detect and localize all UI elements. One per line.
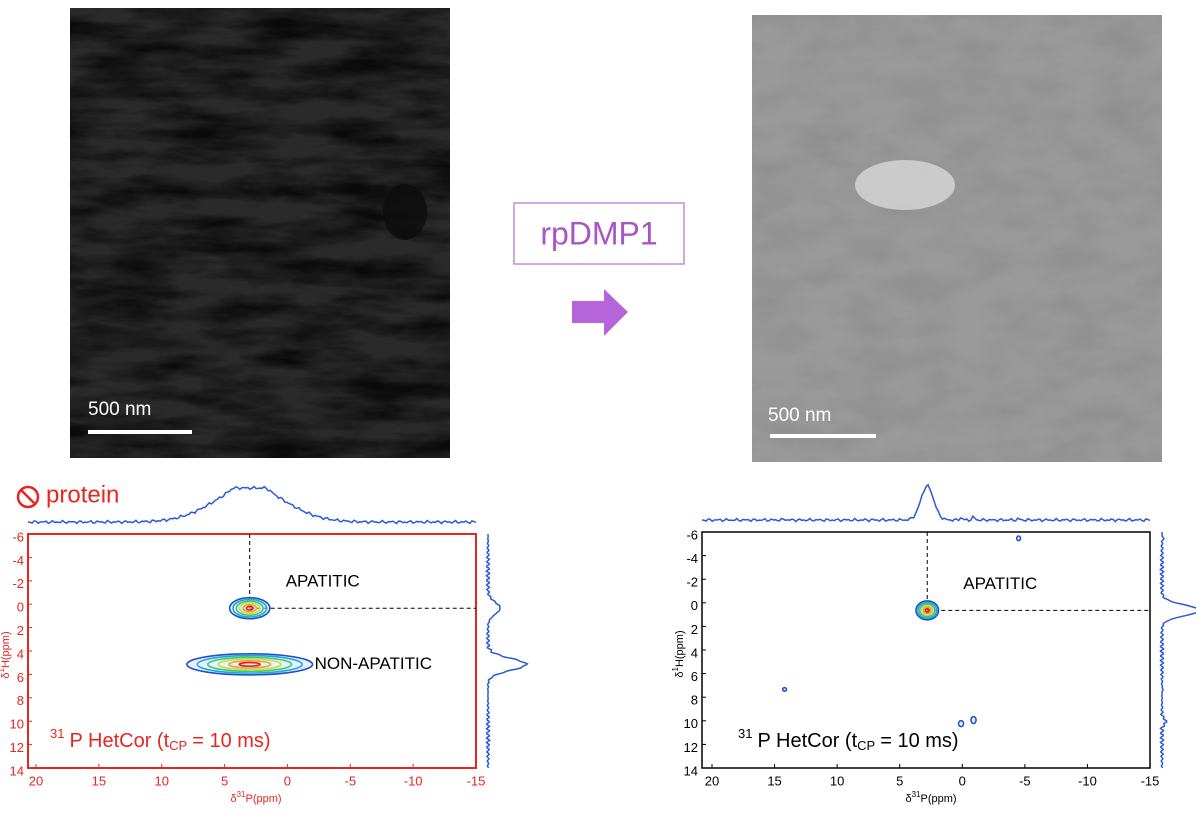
y-tick-label: -2 <box>12 576 24 591</box>
label-part: H(ppm) <box>674 630 686 667</box>
x-tick-label: 20 <box>705 773 719 788</box>
label-part: P(ppm) <box>245 793 281 805</box>
annotation-sub: CP <box>169 738 187 753</box>
y-tick-label: 6 <box>691 669 698 684</box>
peak-label: NON-APATITIC <box>315 654 432 673</box>
x-tick-label: 20 <box>29 773 43 788</box>
micrograph-right: 500 nm <box>752 15 1162 462</box>
x-tick-label: 10 <box>830 773 844 788</box>
y-tick-label: 12 <box>684 740 698 755</box>
projection-side <box>486 534 527 768</box>
projection-side <box>1160 532 1196 768</box>
annotation-end: = 10 ms) <box>192 730 270 752</box>
y-tick-label: -6 <box>12 529 24 544</box>
y-tick-label: 14 <box>684 763 698 778</box>
y-axis-label: δ1H(ppm) <box>0 631 12 678</box>
annotation-main: P HetCor (t <box>757 730 857 752</box>
y-tick-label: 10 <box>684 716 698 731</box>
y-tick-label: -4 <box>686 551 698 566</box>
figure: 500 nm 500 nm rpDMP1 protein 20151050-5-… <box>0 0 1196 813</box>
label-part: P(ppm) <box>920 793 956 805</box>
treatment-label: rpDMP1 <box>540 215 657 251</box>
arrow <box>572 289 628 336</box>
annotation-end: = 10 ms) <box>880 730 958 752</box>
x-tick-label: 15 <box>767 773 781 788</box>
contour <box>1017 536 1021 541</box>
x-tick-label: -5 <box>1019 773 1031 788</box>
y-tick-label: 6 <box>17 670 24 685</box>
x-tick-label: 0 <box>284 773 291 788</box>
x-tick-label: -10 <box>1078 773 1097 788</box>
micrograph-left: 500 nm <box>70 8 450 458</box>
y-tick-label: 10 <box>10 717 24 732</box>
contour <box>783 688 787 692</box>
x-tick-label: -10 <box>404 773 423 788</box>
y-tick-label: -6 <box>686 527 698 542</box>
y-tick-label: 0 <box>691 598 698 613</box>
annotation: 31 P HetCor (tCP = 10 ms) <box>738 726 959 753</box>
y-tick-label: 4 <box>17 646 24 661</box>
y-tick-label: 4 <box>691 645 698 660</box>
annotation-sub: CP <box>857 738 875 753</box>
x-tick-label: 15 <box>92 773 106 788</box>
x-axis-label: δ31P(ppm) <box>230 790 281 805</box>
contour <box>959 721 964 727</box>
x-tick-label: -15 <box>467 773 486 788</box>
x-tick-label: 0 <box>959 773 966 788</box>
y-tick-label: 8 <box>17 693 24 708</box>
y-tick-label: 8 <box>691 693 698 708</box>
no-protein-icon <box>18 487 38 507</box>
x-tick-label: 5 <box>221 773 228 788</box>
panel-title: protein <box>46 481 119 508</box>
contour <box>971 717 976 724</box>
y-tick-label: 0 <box>17 600 24 615</box>
label-part: H(ppm) <box>0 631 12 668</box>
x-tick-label: -5 <box>345 773 357 788</box>
y-tick-label: 12 <box>10 740 24 755</box>
y-tick-label: -4 <box>12 553 24 568</box>
y-tick-label: -2 <box>686 575 698 590</box>
scale-bar-label: 500 nm <box>88 399 151 420</box>
y-tick-label: 2 <box>17 623 24 638</box>
x-tick-label: -15 <box>1141 773 1160 788</box>
y-tick-label: 2 <box>691 622 698 637</box>
y-tick-label: 14 <box>10 763 24 778</box>
scale-bar-label: 500 nm <box>768 405 831 426</box>
projection-top <box>702 485 1150 522</box>
annotation-sup: 31 <box>738 726 752 741</box>
annotation: 31 P HetCor (tCP = 10 ms) <box>50 726 271 753</box>
annotation-main: P HetCor (t <box>69 730 169 752</box>
peak-label: APATITIC <box>286 572 360 591</box>
x-tick-label: 5 <box>896 773 903 788</box>
x-axis-label: δ31P(ppm) <box>905 790 956 805</box>
peak-label: APATITIC <box>963 574 1037 593</box>
y-axis-label: δ1H(ppm) <box>671 630 686 677</box>
annotation-sup: 31 <box>50 726 64 741</box>
x-tick-label: 10 <box>154 773 168 788</box>
